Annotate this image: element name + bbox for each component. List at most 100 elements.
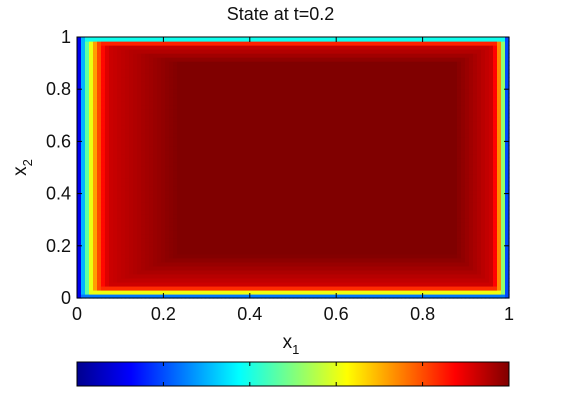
heatmap-cell bbox=[277, 289, 282, 295]
heatmap-cell bbox=[101, 117, 106, 122]
heatmap-cell bbox=[325, 189, 330, 195]
heatmap-cell bbox=[193, 101, 198, 106]
heatmap-cell bbox=[141, 245, 146, 251]
heatmap-cell bbox=[349, 269, 354, 275]
heatmap-cell bbox=[309, 209, 314, 215]
heatmap-cell bbox=[377, 137, 382, 142]
heatmap-cell bbox=[209, 77, 214, 82]
heatmap-cell bbox=[201, 57, 206, 62]
heatmap-cell bbox=[177, 113, 182, 118]
heatmap-cell bbox=[345, 229, 350, 235]
heatmap-cell bbox=[133, 269, 138, 275]
heatmap-cell bbox=[137, 189, 142, 195]
heatmap-cell bbox=[117, 61, 122, 66]
heatmap-cell bbox=[145, 285, 150, 291]
heatmap-cell bbox=[333, 37, 338, 42]
heatmap-cell bbox=[373, 173, 378, 179]
heatmap-cell bbox=[269, 237, 274, 243]
heatmap-cell bbox=[261, 177, 266, 183]
heatmap-cell bbox=[289, 213, 294, 219]
heatmap-cell bbox=[257, 125, 262, 130]
heatmap-cell bbox=[273, 117, 278, 122]
heatmap-cell bbox=[253, 233, 258, 239]
heatmap-cell bbox=[193, 133, 198, 138]
heatmap-cell bbox=[181, 57, 186, 62]
heatmap-cell bbox=[97, 209, 102, 215]
heatmap-cell bbox=[145, 165, 150, 171]
heatmap-cell bbox=[101, 125, 106, 130]
heatmap-cell bbox=[277, 293, 282, 299]
heatmap-cell bbox=[193, 141, 198, 147]
heatmap-cell bbox=[361, 61, 366, 66]
heatmap-cell bbox=[293, 249, 298, 255]
heatmap-cell bbox=[125, 273, 130, 279]
heatmap-cell bbox=[113, 201, 118, 207]
heatmap-cell bbox=[341, 133, 346, 138]
heatmap-cell bbox=[81, 285, 86, 291]
heatmap-cell bbox=[341, 137, 346, 142]
heatmap-cell bbox=[89, 245, 94, 251]
heatmap-cell bbox=[181, 133, 186, 138]
heatmap-cell bbox=[141, 153, 146, 159]
heatmap-cell bbox=[241, 57, 246, 62]
heatmap-cell bbox=[285, 101, 290, 106]
heatmap-cell bbox=[149, 281, 154, 287]
heatmap-cell bbox=[257, 205, 262, 211]
heatmap-cell bbox=[213, 261, 218, 267]
heatmap-cell bbox=[369, 109, 374, 114]
heatmap-cell bbox=[181, 277, 186, 283]
heatmap-cell bbox=[193, 181, 198, 187]
heatmap-cell bbox=[173, 105, 178, 110]
heatmap-cell bbox=[353, 229, 358, 235]
heatmap-cell bbox=[157, 157, 162, 163]
heatmap-cell bbox=[321, 81, 326, 86]
heatmap-cell bbox=[217, 229, 222, 235]
heatmap-cell bbox=[141, 41, 146, 46]
heatmap-cell bbox=[81, 229, 86, 235]
heatmap-cell bbox=[145, 273, 150, 279]
heatmap-cell bbox=[305, 61, 310, 66]
heatmap-cell bbox=[293, 161, 298, 167]
heatmap-cell bbox=[141, 269, 146, 275]
heatmap-cell bbox=[109, 209, 114, 215]
heatmap-cell bbox=[185, 145, 190, 151]
heatmap-cell bbox=[85, 89, 90, 94]
heatmap-cell bbox=[289, 165, 294, 171]
heatmap-cell bbox=[333, 213, 338, 219]
heatmap-cell bbox=[301, 277, 306, 283]
heatmap-cell bbox=[277, 49, 282, 54]
heatmap-cell bbox=[229, 205, 234, 211]
heatmap-cell bbox=[165, 285, 170, 291]
heatmap-cell bbox=[165, 229, 170, 235]
heatmap-cell bbox=[305, 189, 310, 195]
heatmap-cell bbox=[209, 177, 214, 183]
heatmap-cell bbox=[341, 53, 346, 58]
heatmap-cell bbox=[117, 117, 122, 122]
heatmap-cell bbox=[157, 209, 162, 215]
heatmap-cell bbox=[181, 281, 186, 287]
heatmap-cell bbox=[337, 133, 342, 138]
heatmap-cell bbox=[125, 217, 130, 223]
heatmap-cell bbox=[257, 277, 262, 283]
heatmap-cell bbox=[249, 185, 254, 191]
heatmap-cell bbox=[105, 229, 110, 235]
heatmap-cell bbox=[185, 289, 190, 295]
heatmap-cell bbox=[201, 129, 206, 134]
heatmap-cell bbox=[249, 129, 254, 134]
heatmap-cell bbox=[377, 145, 382, 151]
heatmap-cell bbox=[309, 161, 314, 167]
heatmap-cell bbox=[137, 73, 142, 78]
heatmap-cell bbox=[129, 45, 134, 50]
heatmap-cell bbox=[233, 193, 238, 199]
heatmap-cell bbox=[125, 65, 130, 70]
heatmap-cell bbox=[293, 85, 298, 90]
heatmap-cell bbox=[293, 109, 298, 114]
heatmap-cell bbox=[177, 97, 182, 102]
heatmap-cell bbox=[197, 221, 202, 227]
heatmap-cell bbox=[325, 57, 330, 62]
heatmap-cell bbox=[357, 221, 362, 227]
heatmap-cell bbox=[137, 241, 142, 247]
heatmap-cell bbox=[149, 217, 154, 223]
heatmap-cell bbox=[193, 129, 198, 134]
heatmap-cell bbox=[213, 153, 218, 159]
